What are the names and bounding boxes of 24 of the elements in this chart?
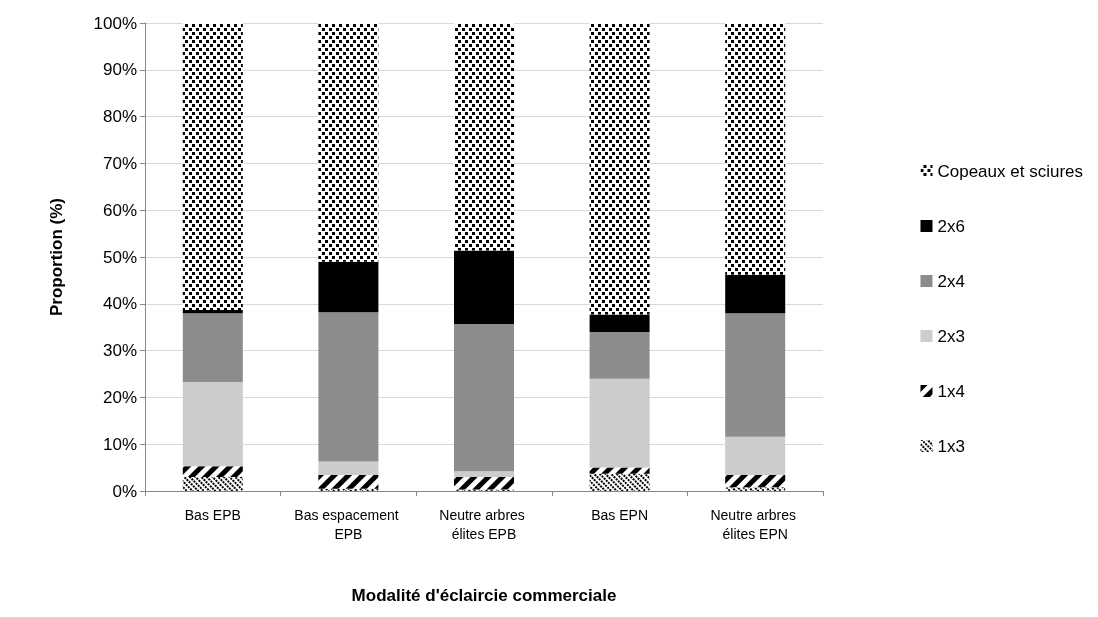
x-axis-title: Modalité d'éclaircie commerciale [351, 586, 617, 605]
y-tick-label: 70% [102, 153, 137, 173]
y-tick-label: 0% [112, 481, 137, 501]
y-tick-label: 20% [102, 387, 137, 407]
legend-label: Copeaux et sciures [937, 161, 1084, 181]
x-tick-label: Bas EPB [184, 506, 241, 523]
y-tick-label: 30% [102, 341, 137, 361]
y-axis-title: Proportion (%) [47, 197, 66, 317]
y-tick-label: 90% [102, 60, 137, 80]
y-tick-label: 10% [102, 434, 137, 454]
y-tick-label: 80% [102, 107, 137, 127]
x-tick-label: Neutre arbres élites EPN [710, 506, 800, 542]
y-tick-label: 100% [93, 13, 137, 33]
legend-label: 2x6 [937, 216, 965, 236]
y-tick-label: 40% [102, 294, 137, 314]
x-tick-label: Bas espacement EPB [294, 506, 403, 542]
legend-label: 2x4 [937, 271, 965, 291]
x-tick-label: Bas EPN [591, 506, 649, 523]
y-tick-label: 50% [102, 247, 137, 267]
x-tick-label: Neutre arbres élites EPB [439, 506, 529, 542]
y-tick-label: 60% [102, 200, 137, 220]
legend-label: 1x4 [937, 381, 965, 401]
legend-label: 2x3 [937, 326, 965, 346]
legend-label: 1x3 [937, 436, 965, 456]
